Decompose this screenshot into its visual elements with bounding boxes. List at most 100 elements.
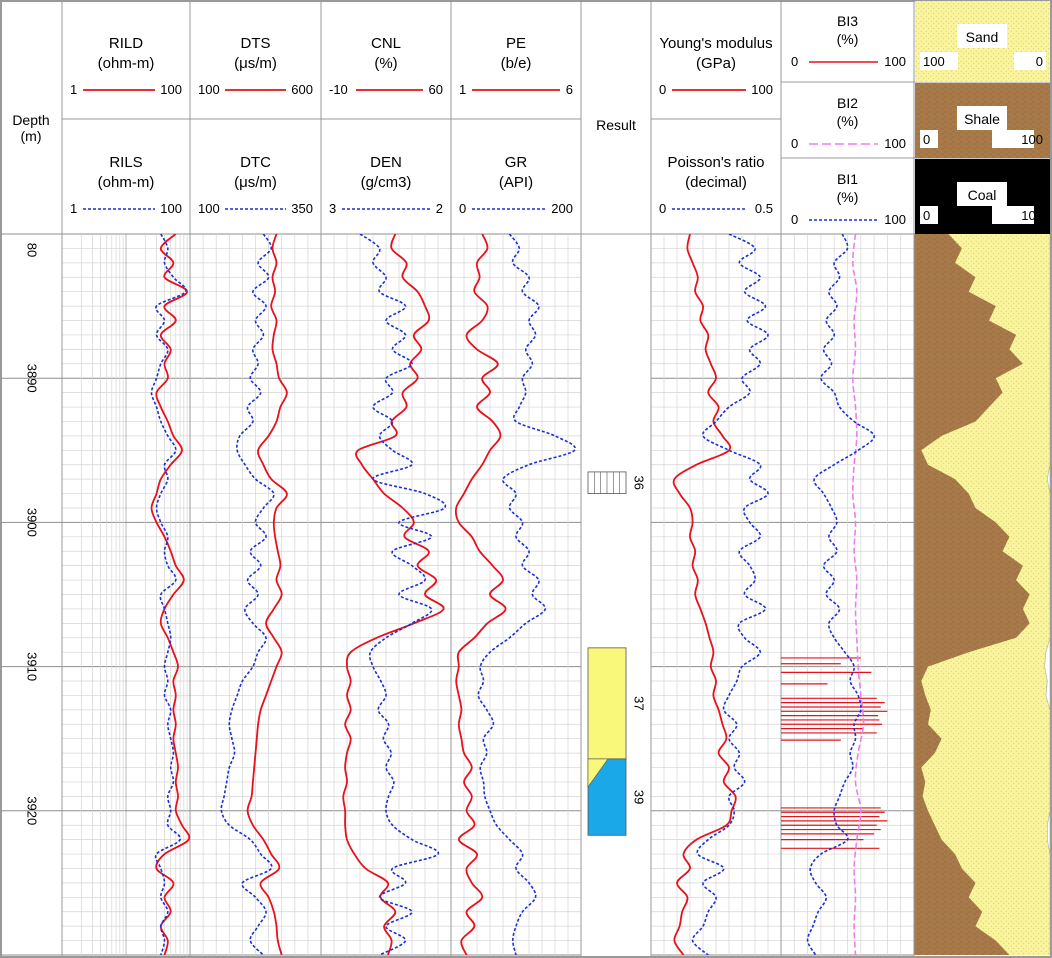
curve-unit: (ohm-m)	[98, 55, 155, 72]
curve-unit: (ohm-m)	[98, 174, 155, 191]
scale-min: 1	[459, 82, 466, 97]
curve-young-s-modulus	[672, 234, 737, 955]
scale-max: 350	[291, 201, 313, 216]
lithology-label-box	[957, 182, 1007, 206]
log-grid	[1, 233, 914, 956]
curve-unit: (decimal)	[685, 174, 747, 191]
depth-axis: Depth (m) 80 3890 3900 3910 3920	[12, 112, 49, 825]
scale-max: 100	[884, 136, 906, 151]
track-dividers	[61, 1, 1050, 957]
depth-tick-label: 3890	[25, 364, 40, 393]
scale-max: 100	[160, 82, 182, 97]
scale-min: 0	[659, 82, 666, 97]
curve-bi1	[806, 234, 875, 955]
depth-tick-label: 80	[25, 243, 40, 257]
lithology-scale-box	[920, 206, 938, 224]
curve-name: GR	[505, 154, 528, 171]
curve-bi2	[851, 234, 865, 955]
scale-max: 6	[566, 82, 573, 97]
curve-poisson-s-ratio	[691, 234, 769, 955]
lithology-name: Shale	[964, 111, 1000, 127]
shale-fill	[914, 234, 1030, 955]
lithology-column	[914, 234, 1051, 955]
curve-name: Young's modulus	[659, 35, 772, 52]
scale-max: 200	[551, 201, 573, 216]
scale-max: 100	[751, 82, 773, 97]
result-label: 39	[632, 790, 647, 804]
scale-max: 2	[436, 201, 443, 216]
curve-name: BI2	[837, 95, 858, 111]
lithology-scale-max: 0	[1036, 54, 1043, 69]
curve-unit: (%)	[374, 55, 397, 72]
lithology-scale-box	[992, 130, 1034, 148]
curve-unit: (g/cm3)	[361, 174, 412, 191]
lithology-scale-box	[992, 206, 1034, 224]
curve-unit: (μs/m)	[234, 174, 277, 191]
lithology-scale-max: 100	[1021, 208, 1043, 223]
curve-name: Poisson's ratio	[667, 154, 764, 171]
scale-min: 3	[329, 201, 336, 216]
curve-name: PE	[506, 35, 526, 52]
curve-unit: (μs/m)	[234, 55, 277, 72]
scale-min: 0	[791, 54, 798, 69]
depth-axis-unit: (m)	[21, 128, 42, 144]
curve-den	[359, 234, 447, 955]
curve-unit: (b/e)	[501, 55, 532, 72]
scale-min: 100	[198, 201, 220, 216]
curve-unit: (%)	[837, 113, 859, 129]
lithology-label-box	[957, 106, 1007, 130]
lithology-name: Coal	[968, 187, 997, 203]
curve-name: DEN	[370, 154, 402, 171]
curve-name: DTS	[241, 35, 271, 52]
coal-fill	[1044, 234, 1051, 955]
curve-name: BI3	[837, 13, 858, 29]
depth-tick-label: 3900	[25, 508, 40, 537]
scale-min: 100	[198, 82, 220, 97]
result-header: Result	[596, 117, 636, 133]
result-label: 36	[632, 476, 647, 490]
depth-axis-title: Depth	[12, 112, 49, 128]
curve-name: RILD	[109, 35, 143, 52]
curve-name: DTC	[240, 154, 271, 171]
result-interval-part	[587, 758, 609, 788]
scale-min: -10	[329, 82, 348, 97]
curve-name: BI1	[837, 171, 858, 187]
lithology-scale-box	[1014, 52, 1046, 70]
scale-min: 0	[659, 201, 666, 216]
curve-dtc	[220, 234, 275, 955]
result-interval	[587, 647, 627, 760]
curve-pe	[454, 234, 507, 955]
scale-min: 1	[70, 82, 77, 97]
curve-gr	[477, 234, 577, 955]
curve-unit: (%)	[837, 31, 859, 47]
scale-max: 100	[884, 212, 906, 227]
curve-unit: (API)	[499, 174, 533, 191]
scale-min: 0	[459, 201, 466, 216]
depth-tick-label: 3910	[25, 652, 40, 681]
scale-max: 100	[160, 201, 182, 216]
log-curves	[150, 234, 888, 955]
curve-rils	[150, 234, 187, 955]
result-column: 36 37 39	[587, 471, 647, 836]
scale-max: 600	[291, 82, 313, 97]
curve-cnl	[342, 234, 445, 955]
lithology-scale-box	[920, 52, 958, 70]
curve-name: RILS	[109, 154, 142, 171]
depth-tick-label: 3920	[25, 796, 40, 825]
lithology-scale-box	[920, 130, 938, 148]
scale-min: 0	[791, 212, 798, 227]
scale-max: 0.5	[755, 201, 773, 216]
scale-min: 1	[70, 201, 77, 216]
scale-max: 100	[884, 54, 906, 69]
lithology-scale-min: 0	[923, 132, 930, 147]
scale-min: 0	[791, 136, 798, 151]
curve-name: CNL	[371, 35, 401, 52]
curve-dts	[246, 234, 288, 955]
scale-max: 60	[429, 82, 443, 97]
curve-unit: (%)	[837, 189, 859, 205]
lithology-scale-max: 100	[1021, 132, 1043, 147]
curve-unit: (GPa)	[696, 55, 736, 72]
result-label: 37	[632, 696, 647, 710]
